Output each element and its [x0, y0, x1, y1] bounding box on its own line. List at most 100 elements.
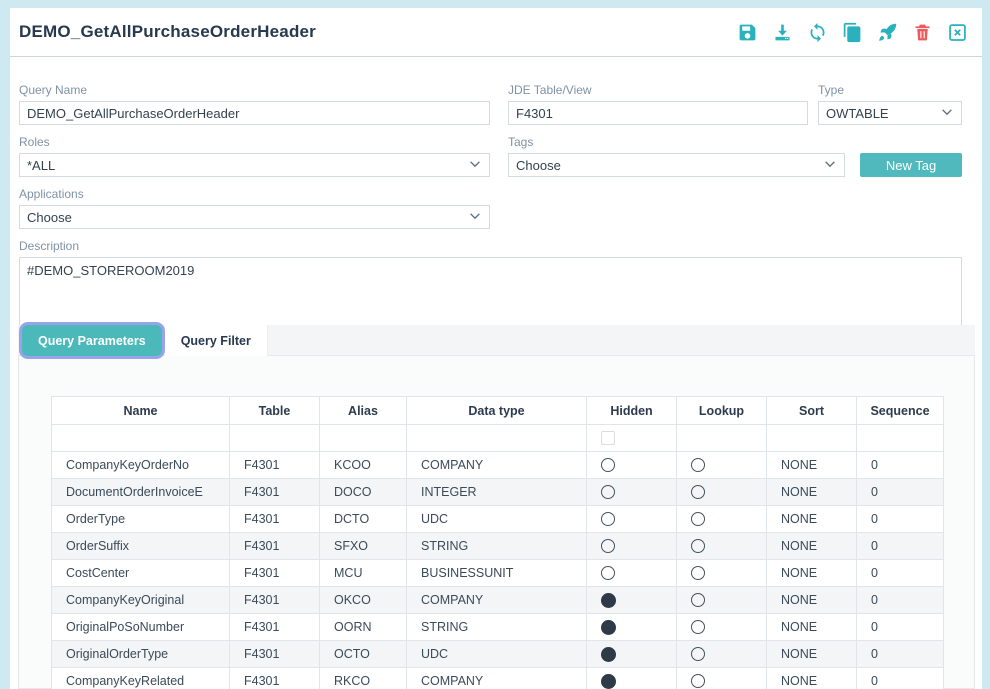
hidden-radio[interactable] — [601, 512, 615, 527]
applications-select[interactable]: Choose — [19, 205, 490, 229]
hidden-radio[interactable] — [601, 566, 615, 581]
cell-sort[interactable]: NONE — [766, 478, 857, 506]
tab-query-filter[interactable]: Query Filter — [164, 325, 268, 356]
cell-alias: OCTO — [319, 640, 407, 668]
filter-cell-sequence[interactable] — [856, 424, 944, 452]
cell-name: CompanyKeyRelated — [51, 667, 230, 689]
trash-icon[interactable] — [911, 21, 933, 43]
filter-cell-alias[interactable] — [319, 424, 407, 452]
hidden-radio[interactable] — [601, 646, 616, 662]
copy-icon[interactable] — [841, 21, 863, 43]
cell-data-type: INTEGER — [406, 478, 587, 506]
cell-hidden — [586, 613, 677, 641]
query-name-input[interactable] — [19, 101, 490, 125]
tab-query-parameters[interactable]: Query Parameters — [22, 325, 162, 356]
cell-name: DocumentOrderInvoiceE — [51, 478, 230, 506]
save-icon[interactable] — [736, 21, 758, 43]
applications-select-value: Choose — [27, 209, 72, 225]
lookup-radio[interactable] — [691, 593, 705, 608]
rocket-icon[interactable] — [876, 21, 898, 43]
lookup-radio[interactable] — [691, 620, 705, 635]
chevron-down-icon — [940, 105, 954, 122]
cell-alias: DCTO — [319, 505, 407, 533]
chevron-down-icon — [468, 209, 482, 226]
lookup-radio[interactable] — [691, 566, 705, 581]
hidden-radio[interactable] — [601, 458, 615, 473]
sync-icon[interactable] — [806, 21, 828, 43]
filter-cell-name[interactable] — [51, 424, 230, 452]
column-header-alias: Alias — [319, 396, 407, 425]
lookup-radio[interactable] — [691, 539, 705, 554]
cell-name: CompanyKeyOrderNo — [51, 451, 230, 479]
description-textarea[interactable]: #DEMO_STOREROOM2019 — [19, 257, 962, 327]
cell-name: OriginalOrderType — [51, 640, 230, 668]
cell-alias: OKCO — [319, 586, 407, 614]
lookup-radio[interactable] — [691, 647, 705, 662]
query-name-label: Query Name — [19, 83, 88, 97]
cell-sequence: 0 — [856, 586, 944, 614]
table-row: DocumentOrderInvoiceE F4301 DOCO INTEGER NON… — [51, 478, 944, 506]
roles-select-value: *ALL — [27, 157, 56, 173]
new-tag-button[interactable]: New Tag — [860, 153, 962, 177]
filter-cell-lookup[interactable] — [676, 424, 767, 452]
cell-sequence: 0 — [856, 451, 944, 479]
filter-row — [51, 424, 944, 452]
cell-hidden — [586, 640, 677, 668]
tags-select-value: Choose — [516, 157, 561, 173]
cell-sort[interactable]: NONE — [766, 451, 857, 479]
toolbar — [736, 21, 968, 43]
tags-select[interactable]: Choose — [508, 153, 845, 177]
filter-cell-hidden[interactable] — [586, 424, 677, 452]
filter-cell-sort[interactable] — [766, 424, 857, 452]
cell-sort[interactable]: NONE — [766, 532, 857, 560]
cell-name: CompanyKeyOriginal — [51, 586, 230, 614]
cell-sequence: 0 — [856, 505, 944, 533]
cell-alias: RKCO — [319, 667, 407, 689]
cell-table: F4301 — [229, 451, 320, 479]
column-header-hidden: Hidden — [586, 396, 677, 425]
cell-sort[interactable]: NONE — [766, 640, 857, 668]
cell-sort[interactable]: NONE — [766, 613, 857, 641]
cell-data-type: UDC — [406, 640, 587, 668]
description-label: Description — [19, 239, 80, 253]
cell-data-type: STRING — [406, 613, 587, 641]
cell-lookup — [676, 532, 767, 560]
close-icon[interactable] — [946, 21, 968, 43]
cell-hidden — [586, 532, 677, 560]
cell-name: CostCenter — [51, 559, 230, 587]
cell-sort[interactable]: NONE — [766, 586, 857, 614]
cell-sort[interactable]: NONE — [766, 667, 857, 689]
hidden-radio[interactable] — [601, 592, 616, 608]
lookup-radio[interactable] — [691, 485, 705, 500]
hidden-radio[interactable] — [601, 539, 615, 554]
cell-sort[interactable]: NONE — [766, 559, 857, 587]
parameters-table: Name Table Alias Data type Hidden Lookup Sort S… — [51, 396, 944, 689]
hidden-radio[interactable] — [601, 485, 615, 500]
type-select[interactable]: OWTABLE — [818, 101, 962, 125]
cell-data-type: BUSINESSUNIT — [406, 559, 587, 587]
cell-data-type: COMPANY — [406, 451, 587, 479]
table-row: CostCenter F4301 MCU BUSINESSUNIT NONE 0 — [51, 559, 944, 587]
cell-table: F4301 — [229, 505, 320, 533]
cell-sort[interactable]: NONE — [766, 505, 857, 533]
lookup-radio[interactable] — [691, 458, 705, 473]
filter-cell-table[interactable] — [229, 424, 320, 452]
column-header-name: Name — [51, 396, 230, 425]
table-row: CompanyKeyRelated F4301 RKCO COMPANY NONE 0 — [51, 667, 944, 689]
cell-hidden — [586, 478, 677, 506]
tags-label: Tags — [508, 135, 534, 149]
hidden-filter-checkbox[interactable] — [601, 431, 615, 446]
lookup-radio[interactable] — [691, 674, 705, 689]
tabstrip: Query Parameters Query Filter — [18, 325, 975, 356]
filter-cell-data-type[interactable] — [406, 424, 587, 452]
lookup-radio[interactable] — [691, 512, 705, 527]
roles-select[interactable]: *ALL — [19, 153, 490, 177]
hidden-radio[interactable] — [601, 673, 616, 689]
jde-table-input[interactable] — [508, 101, 808, 125]
query-parameters-panel: Name Table Alias Data type Hidden Lookup Sort S… — [18, 356, 975, 689]
hidden-radio[interactable] — [601, 619, 616, 635]
cell-lookup — [676, 505, 767, 533]
cell-lookup — [676, 451, 767, 479]
download-icon[interactable] — [771, 21, 793, 43]
cell-sequence: 0 — [856, 532, 944, 560]
